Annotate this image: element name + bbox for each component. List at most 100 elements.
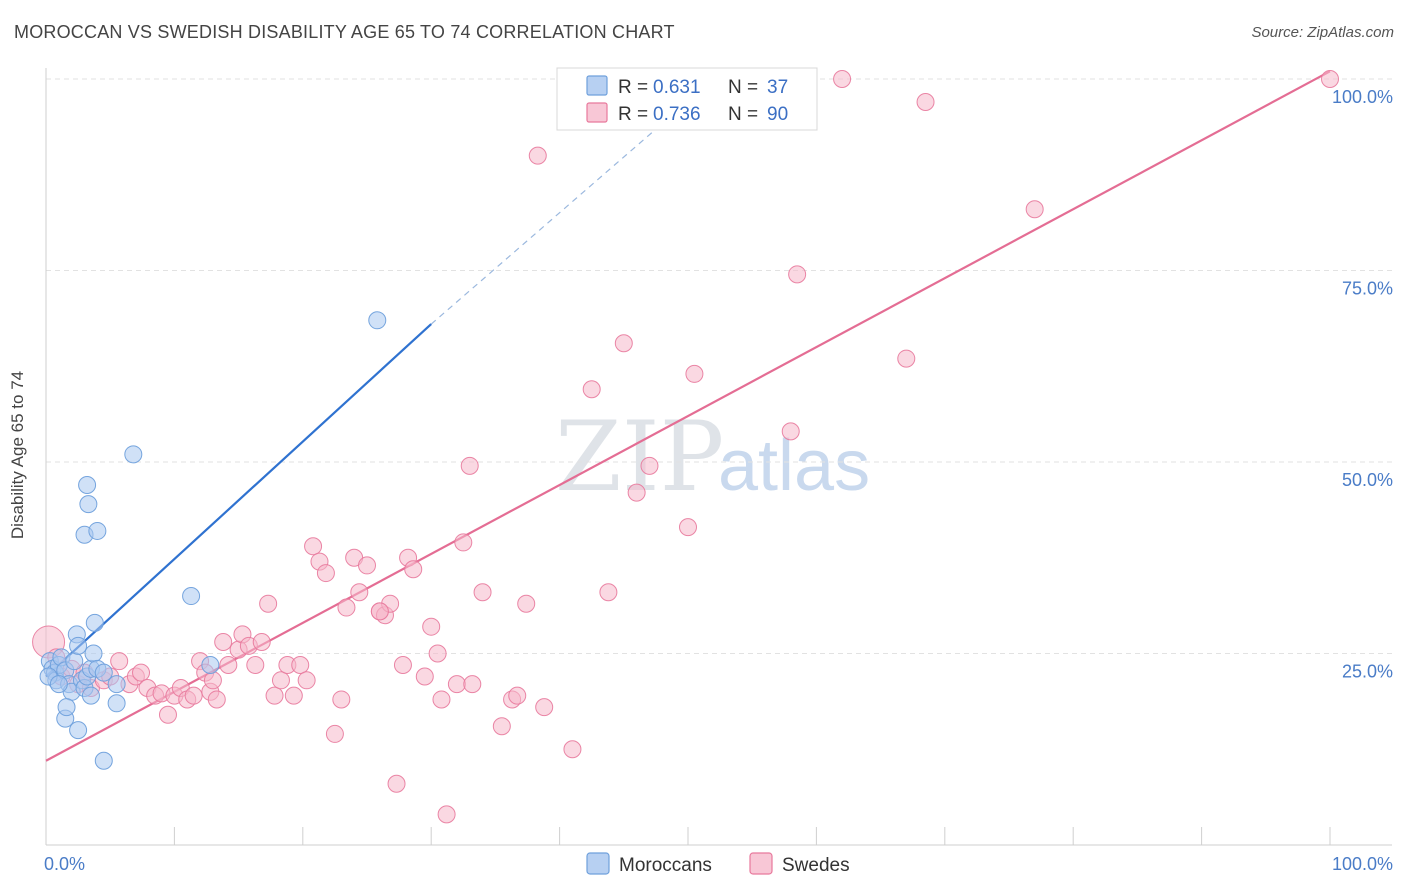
- swedes-point: [460, 456, 479, 475]
- swedes-point: [916, 92, 935, 111]
- y-tick-label: 50.0%: [1342, 470, 1393, 490]
- swedes-point: [788, 265, 807, 284]
- swedes-point: [492, 717, 511, 736]
- swedes-point: [535, 698, 554, 717]
- moroccans-point: [94, 663, 113, 682]
- stats-legend: R = 0.631 N = 37 R = 0.736 N = 90: [556, 67, 818, 131]
- moroccans-point: [201, 655, 220, 674]
- series-legend: Moroccans Swedes: [586, 852, 850, 876]
- chart-title: MOROCCAN VS SWEDISH DISABILITY AGE 65 TO…: [14, 22, 675, 42]
- moroccans-point: [79, 495, 98, 514]
- swedes-point: [679, 518, 697, 537]
- swedes-point: [158, 705, 177, 724]
- swedes-point: [404, 560, 423, 579]
- swedes-swatch: [586, 102, 608, 123]
- swedes-point: [897, 349, 916, 368]
- moroccans-point: [69, 636, 88, 655]
- legend-swedes-label: Swedes: [782, 855, 850, 876]
- swedes-point: [265, 686, 284, 705]
- swedes-points: [32, 70, 1339, 824]
- swedes-point: [454, 533, 473, 552]
- tick-labels: 25.0% 50.0% 75.0% 100.0% 0.0% 100.0%: [44, 87, 1393, 874]
- swedes-point: [508, 686, 527, 705]
- y-tick-label: 25.0%: [1342, 662, 1393, 682]
- swedes-point: [640, 456, 659, 475]
- swedes-point: [781, 422, 800, 441]
- moroccans-point: [81, 686, 100, 705]
- y-tick-label: 75.0%: [1342, 279, 1393, 299]
- grid-lines: [46, 78, 1392, 654]
- swedes-point: [437, 805, 456, 824]
- swedes-point: [422, 617, 441, 636]
- swedes-point: [685, 364, 704, 383]
- moroccans-point: [88, 521, 107, 540]
- swedes-point: [214, 633, 233, 652]
- swedes-point: [259, 594, 278, 613]
- swedes-point: [252, 633, 271, 652]
- moroccans-r-label: R =: [618, 77, 648, 98]
- swedes-point: [563, 740, 582, 759]
- swedes-point: [203, 671, 222, 690]
- swedes-point: [271, 671, 290, 690]
- swedes-point: [393, 655, 412, 674]
- moroccans-point: [85, 613, 104, 632]
- swedes-point: [1321, 70, 1339, 88]
- swedes-r-value: 0.736: [653, 104, 701, 125]
- swedes-point: [614, 334, 633, 353]
- swedes-point: [463, 675, 482, 694]
- swedes-point: [325, 724, 344, 743]
- swedes-point: [627, 483, 646, 502]
- swedes-point: [291, 655, 310, 674]
- x-tick-label-max: 100.0%: [1332, 854, 1393, 874]
- moroccans-trend-line: [45, 323, 432, 678]
- swedes-point: [246, 655, 265, 674]
- moroccans-point: [65, 652, 84, 671]
- swedes-point: [184, 686, 203, 705]
- moroccans-n-value: 37: [767, 77, 788, 98]
- swedes-point: [337, 598, 356, 617]
- swedes-point: [284, 686, 303, 705]
- moroccans-points: [39, 311, 387, 770]
- swedes-point: [415, 667, 434, 686]
- swedes-point: [297, 671, 316, 690]
- source-credit: Source: ZipAtlas.com: [1251, 24, 1394, 41]
- swedes-point: [132, 663, 151, 682]
- moroccans-point: [69, 721, 88, 740]
- moroccans-n-label: N =: [728, 77, 758, 98]
- swedes-point: [1025, 200, 1044, 219]
- moroccans-point: [78, 475, 97, 494]
- y-tick-label: 100.0%: [1332, 87, 1393, 107]
- swedes-point: [110, 652, 129, 671]
- moroccans-r-value: 0.631: [653, 77, 701, 98]
- swedes-point: [447, 675, 466, 694]
- swedes-point: [358, 556, 376, 575]
- swedes-point: [428, 644, 447, 663]
- swedes-point: [350, 583, 369, 602]
- moroccans-point: [368, 311, 387, 330]
- swedes-point: [332, 690, 351, 709]
- moroccans-point: [107, 675, 126, 694]
- moroccans-point: [49, 675, 68, 694]
- axes: [45, 68, 1392, 846]
- moroccans-swatch: [586, 75, 608, 96]
- swedes-n-label: N =: [728, 104, 758, 125]
- moroccans-point: [124, 445, 143, 464]
- swedes-point: [517, 594, 536, 613]
- moroccans-point: [57, 698, 76, 717]
- legend-moroccans-label: Moroccans: [619, 855, 712, 876]
- swedes-point: [528, 146, 547, 165]
- swedes-n-value: 90: [767, 104, 788, 125]
- swedes-r-label: R =: [618, 104, 648, 125]
- swedes-point: [370, 602, 389, 621]
- swedes-point: [207, 690, 226, 709]
- swedes-point: [316, 564, 335, 583]
- moroccans-point: [107, 694, 126, 713]
- swedes-point: [582, 380, 601, 399]
- swedes-point: [599, 583, 618, 602]
- x-tick-label-min: 0.0%: [44, 854, 85, 874]
- swedes-point: [304, 537, 323, 556]
- swedes-point: [387, 774, 406, 793]
- moroccans-point: [94, 751, 113, 770]
- swedes-point: [833, 70, 852, 88]
